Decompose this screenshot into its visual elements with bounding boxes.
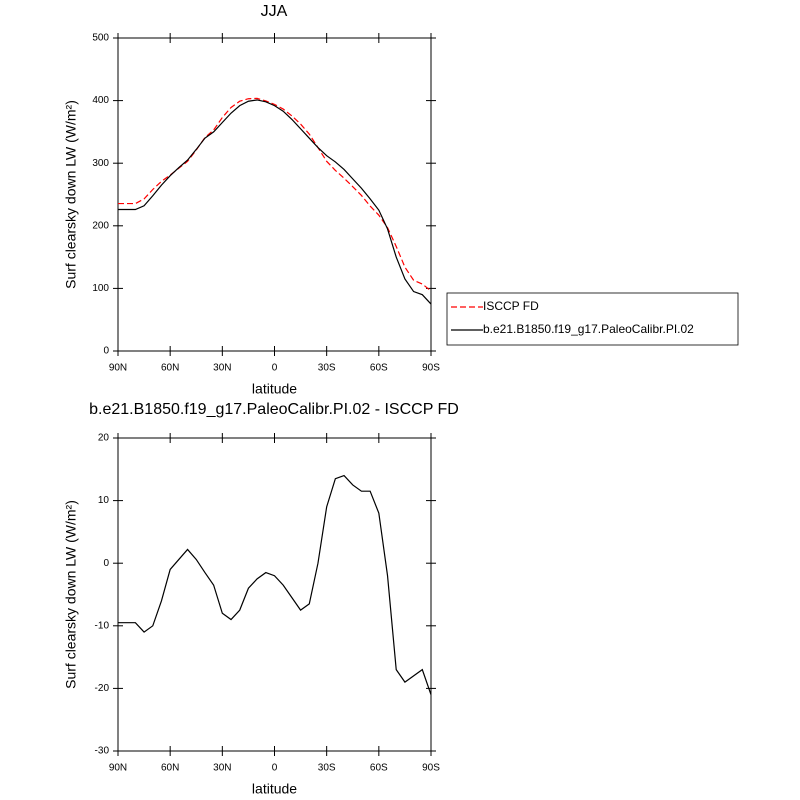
y-tick-label: 200	[92, 220, 109, 231]
x-tick-label: 30N	[213, 363, 231, 374]
x-tick-label: 30S	[318, 363, 336, 374]
plot-frame	[117, 437, 432, 752]
x-tick-label: 90N	[109, 363, 127, 374]
series-line	[118, 97, 432, 292]
series-line	[118, 474, 432, 695]
y-axis-label: Surf clearsky down LW (W/m²)	[63, 500, 79, 689]
x-tick-label: 90N	[109, 763, 127, 774]
x-tick-label: 30S	[318, 763, 336, 774]
y-tick-label: 20	[98, 433, 110, 444]
y-axis-label: Surf clearsky down LW (W/m²)	[63, 100, 79, 289]
y-tick-label: 10	[98, 495, 110, 506]
legend-label: b.e21.B1850.f19_g17.PaleoCalibr.PI.02	[483, 322, 694, 336]
chart-title: b.e21.B1850.f19_g17.PaleoCalibr.PI.02 - …	[89, 401, 459, 418]
x-tick-label: 90S	[422, 763, 440, 774]
y-tick-label: 300	[92, 158, 109, 169]
y-tick-label: 0	[103, 558, 109, 569]
x-tick-label: 60S	[370, 363, 388, 374]
x-tick-label: 60S	[370, 763, 388, 774]
y-tick-label: 400	[92, 95, 109, 106]
y-tick-label: 0	[103, 346, 109, 357]
y-tick-label: 100	[92, 283, 109, 294]
series-line	[118, 99, 432, 305]
x-axis-label: latitude	[252, 781, 297, 797]
y-tick-label: -30	[95, 746, 110, 757]
x-tick-label: 90S	[422, 363, 440, 374]
plot-frame	[117, 37, 432, 352]
y-tick-label: 500	[92, 33, 109, 44]
legend-box	[446, 292, 739, 346]
x-tick-label: 60N	[161, 363, 179, 374]
x-tick-label: 60N	[161, 763, 179, 774]
x-axis-label: latitude	[252, 381, 297, 397]
y-tick-label: -10	[95, 620, 110, 631]
x-tick-label: 0	[272, 363, 278, 374]
y-tick-label: -20	[95, 683, 110, 694]
chart-title: JJA	[261, 3, 288, 20]
legend-label: ISCCP FD	[483, 299, 539, 313]
x-tick-label: 30N	[213, 763, 231, 774]
x-tick-label: 0	[272, 763, 278, 774]
